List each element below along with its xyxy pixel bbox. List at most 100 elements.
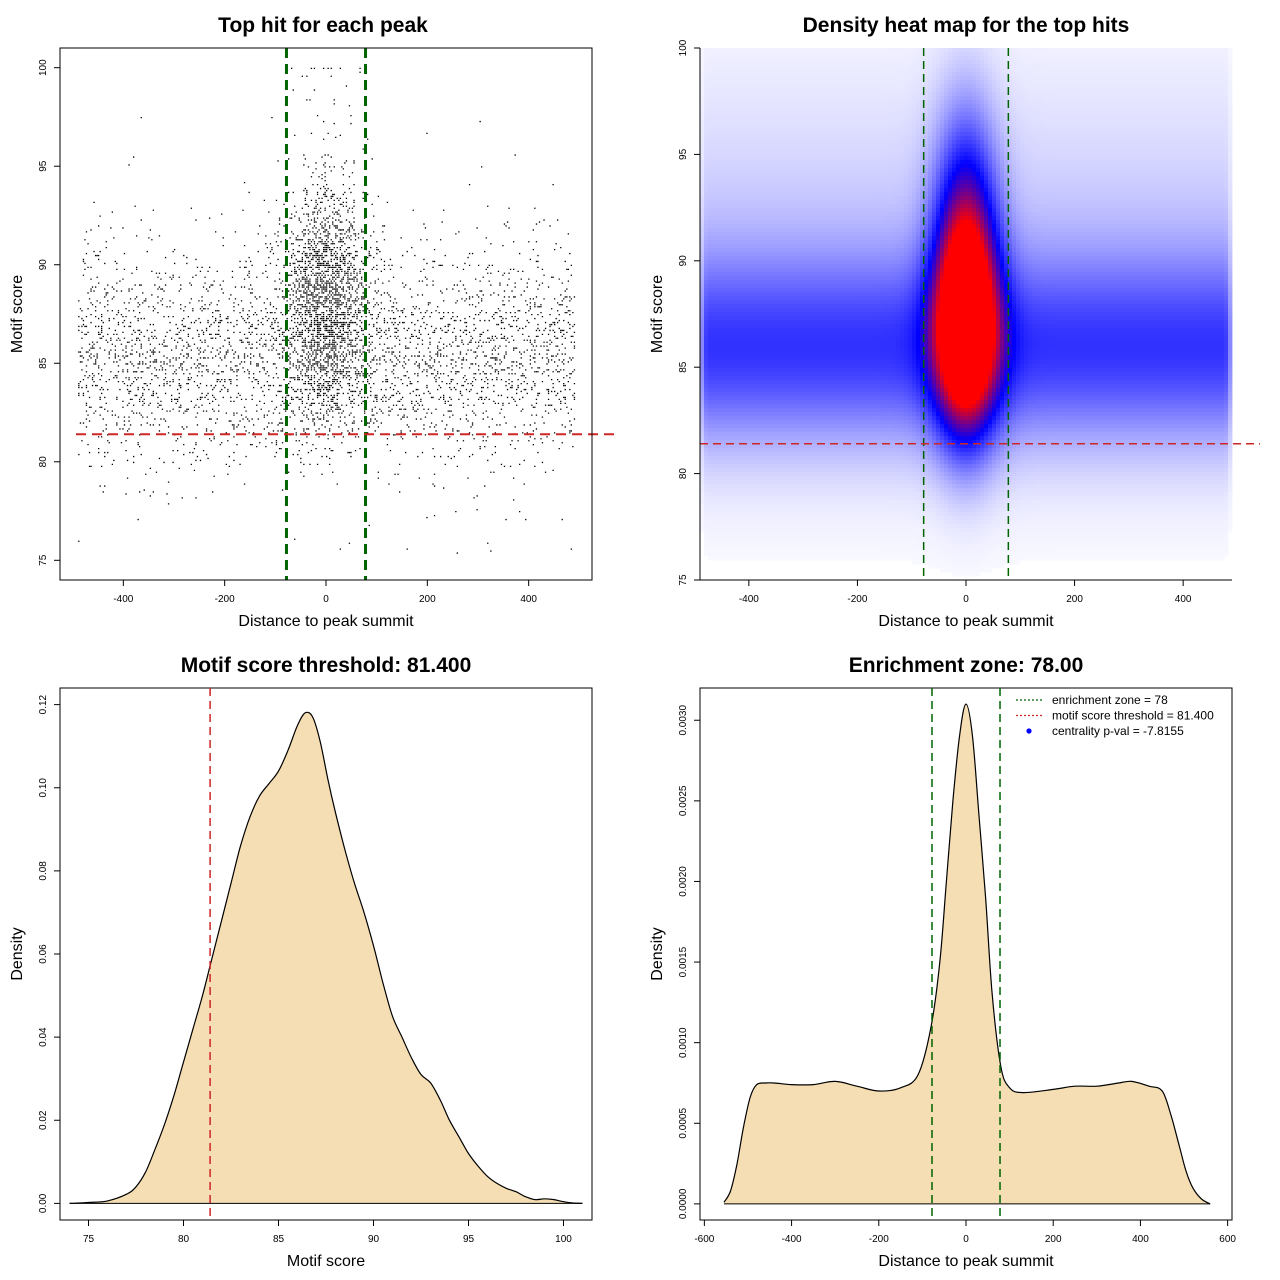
heatmap-cell xyxy=(836,168,841,173)
heatmap-cell xyxy=(744,548,749,553)
heatmap-cell xyxy=(788,160,793,165)
heatmap-cell xyxy=(724,116,729,121)
heatmap-cell xyxy=(772,376,777,381)
heatmap-cell xyxy=(712,364,717,369)
heatmap-cell xyxy=(836,52,841,57)
heatmap-cell xyxy=(752,152,757,157)
heatmap-cell xyxy=(784,452,789,457)
heatmap-cell xyxy=(792,300,797,305)
heatmap-cell xyxy=(808,548,813,553)
heatmap-cell xyxy=(844,276,849,281)
heatmap-cell xyxy=(832,148,837,153)
heatmap-cell xyxy=(716,160,721,165)
heatmap-cell xyxy=(800,56,805,61)
heatmap-cell xyxy=(780,312,785,317)
heatmap-cell xyxy=(796,224,801,229)
heatmap-cell xyxy=(812,72,817,77)
heatmap-cell xyxy=(832,420,837,425)
heatmap-cell xyxy=(764,372,769,377)
heatmap-cell xyxy=(832,96,837,101)
heatmap-cell xyxy=(788,64,793,69)
heatmap-cell xyxy=(784,504,789,509)
heatmap-cell xyxy=(836,356,841,361)
heatmap-cell xyxy=(800,100,805,105)
heatmap-cell xyxy=(772,440,777,445)
heatmap-cell xyxy=(704,288,709,293)
heatmap-cell xyxy=(772,468,777,473)
heatmap-cell xyxy=(780,108,785,113)
heatmap-cell xyxy=(700,112,705,117)
heatmap-cell xyxy=(844,520,849,525)
heatmap-cell xyxy=(804,472,809,477)
heatmap-cell xyxy=(736,172,741,177)
heatmap-cell xyxy=(708,124,713,129)
heatmap-cell xyxy=(808,204,813,209)
heatmap-cell xyxy=(760,280,765,285)
heatmap-cell xyxy=(808,336,813,341)
heatmap-cell xyxy=(780,68,785,73)
heatmap-cell xyxy=(800,284,805,289)
heatmap-cell xyxy=(784,292,789,297)
heatmap-cell xyxy=(792,400,797,405)
heatmap-cell xyxy=(792,408,797,413)
heatmap-cell xyxy=(800,304,805,309)
heatmap-cell xyxy=(792,244,797,249)
heatmap-cell xyxy=(760,248,765,253)
heatmap-cell xyxy=(844,220,849,225)
heatmap-cell xyxy=(720,416,725,421)
heatmap-cell xyxy=(796,404,801,409)
heatmap-cell xyxy=(744,112,749,117)
heatmap-cell xyxy=(780,404,785,409)
heatmap-cell xyxy=(808,228,813,233)
heatmap-cell xyxy=(840,436,845,441)
heatmap-cell xyxy=(756,136,761,141)
heatmap-cell xyxy=(836,316,841,321)
heatmap-cell xyxy=(752,500,757,505)
heatmap-cell xyxy=(732,408,737,413)
heatmap-cell xyxy=(748,212,753,217)
heatmap-cell xyxy=(760,296,765,301)
heatmap-cell xyxy=(776,332,781,337)
heatmap-cell xyxy=(780,176,785,181)
heatmap-cell xyxy=(816,376,821,381)
heatmap-cell xyxy=(736,164,741,169)
heatmap-cell xyxy=(748,336,753,341)
heatmap-cell xyxy=(788,100,793,105)
heatmap-cell xyxy=(744,504,749,509)
heatmap-cell xyxy=(792,60,797,65)
heatmap-cell xyxy=(840,324,845,329)
heatmap-cell xyxy=(808,512,813,517)
heatmap-cell xyxy=(808,200,813,205)
heatmap-cell xyxy=(732,92,737,97)
heatmap-cell xyxy=(796,536,801,541)
heatmap-cell xyxy=(720,380,725,385)
heatmap-cell xyxy=(756,208,761,213)
heatmap-cell xyxy=(728,88,733,93)
heatmap-cell xyxy=(824,184,829,189)
heatmap-cell xyxy=(792,292,797,297)
heatmap-cell xyxy=(728,72,733,77)
heatmap-cell xyxy=(704,436,709,441)
heatmap-cell xyxy=(824,484,829,489)
heatmap-cell xyxy=(812,188,817,193)
heatmap-cell xyxy=(828,380,833,385)
heatmap-cell xyxy=(836,240,841,245)
heatmap-cell xyxy=(796,116,801,121)
heatmap-cell xyxy=(724,240,729,245)
heatmap-cell xyxy=(848,132,853,137)
heatmap-cell xyxy=(772,492,777,497)
heatmap-cell xyxy=(820,484,825,489)
heatmap-cell xyxy=(792,372,797,377)
heatmap-cell xyxy=(752,352,757,357)
heatmap-cell xyxy=(744,380,749,385)
heatmap-cell xyxy=(800,388,805,393)
heatmap-cell xyxy=(724,48,729,53)
heatmap-cell xyxy=(784,260,789,265)
heatmap-cell xyxy=(844,412,849,417)
heatmap-cell xyxy=(712,492,717,497)
heatmap-cell xyxy=(744,120,749,125)
heatmap-cell xyxy=(828,328,833,333)
heatmap-cell xyxy=(744,116,749,121)
heatmap-cell xyxy=(784,320,789,325)
heatmap-cell xyxy=(732,268,737,273)
